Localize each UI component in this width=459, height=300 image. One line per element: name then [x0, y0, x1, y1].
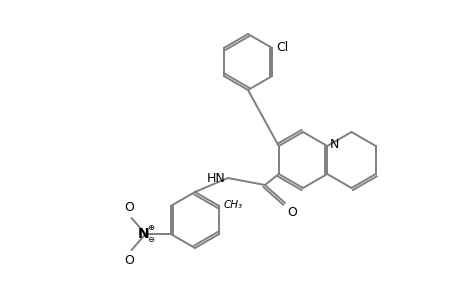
Text: N: N [330, 137, 339, 151]
Text: O: O [286, 206, 296, 219]
Text: Cl: Cl [276, 40, 288, 53]
Text: HN: HN [207, 172, 225, 184]
Text: CH₃: CH₃ [223, 200, 242, 210]
Text: O: O [124, 254, 134, 267]
Text: N: N [137, 227, 149, 241]
Text: ⊖: ⊖ [147, 236, 154, 244]
Text: ⊕: ⊕ [147, 224, 154, 232]
Text: O: O [124, 201, 134, 214]
